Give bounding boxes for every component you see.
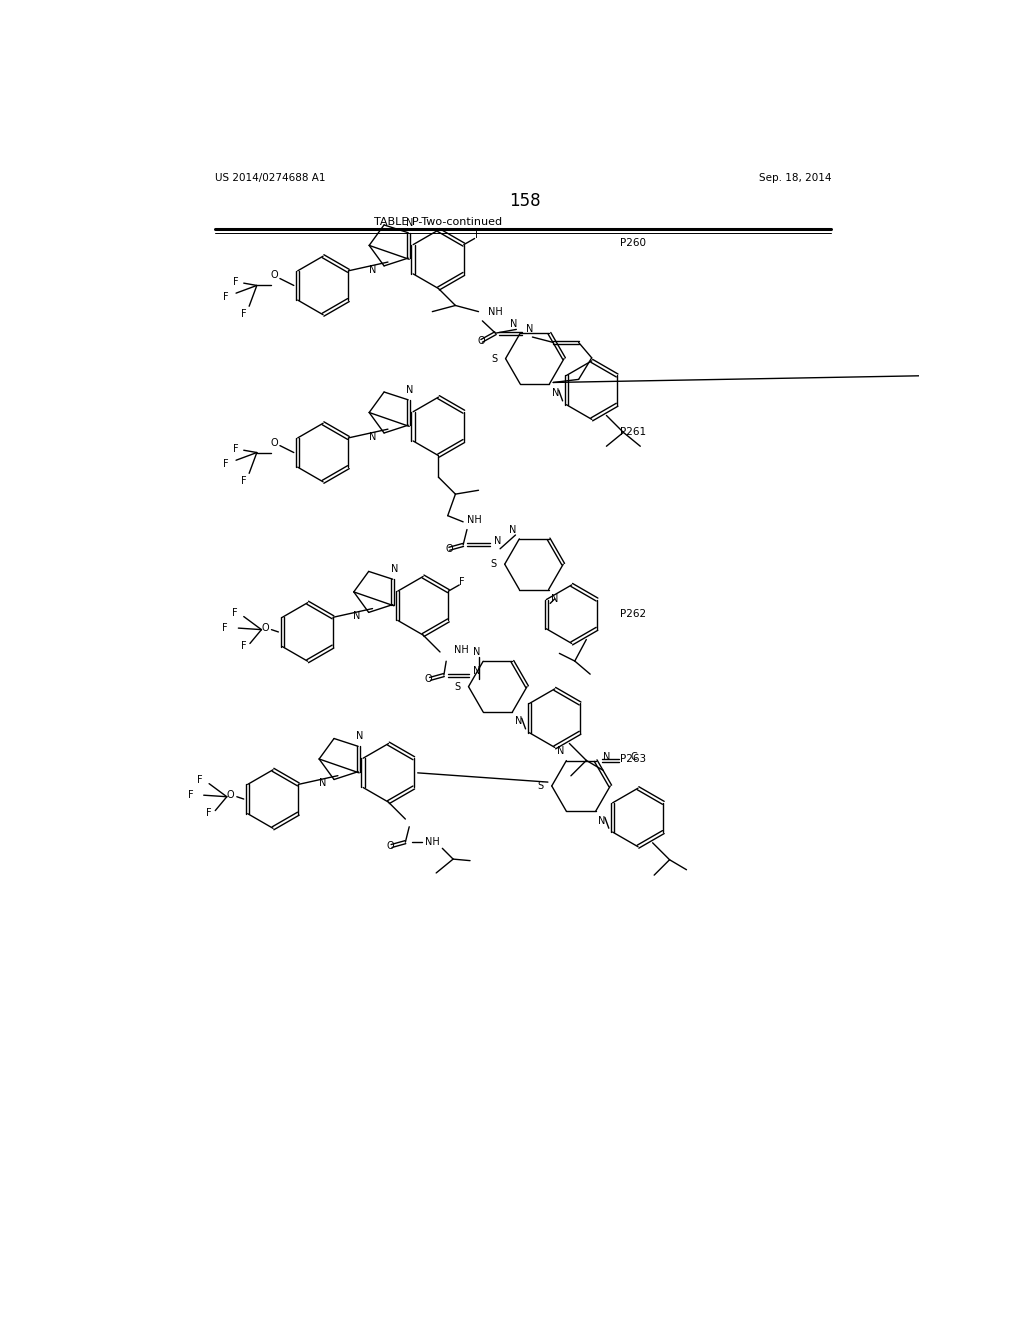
Text: N: N bbox=[494, 536, 502, 546]
Text: F: F bbox=[223, 292, 228, 302]
Text: F: F bbox=[475, 231, 480, 240]
Text: N: N bbox=[407, 385, 414, 395]
Text: N: N bbox=[473, 647, 480, 657]
Text: O: O bbox=[445, 544, 453, 554]
Text: F: F bbox=[197, 775, 203, 785]
Text: F: F bbox=[233, 444, 239, 454]
Text: F: F bbox=[241, 477, 247, 486]
Text: F: F bbox=[233, 277, 239, 286]
Text: N: N bbox=[598, 816, 605, 825]
Text: Sep. 18, 2014: Sep. 18, 2014 bbox=[759, 173, 831, 182]
Text: P261: P261 bbox=[620, 426, 646, 437]
Text: N: N bbox=[353, 611, 360, 622]
Text: N: N bbox=[603, 752, 610, 762]
Text: NH: NH bbox=[467, 515, 481, 524]
Text: N: N bbox=[515, 717, 522, 726]
Text: F: F bbox=[241, 640, 247, 651]
Text: N: N bbox=[390, 564, 398, 574]
Text: F: F bbox=[460, 577, 465, 587]
Text: O: O bbox=[270, 271, 279, 280]
Text: TABLE P-Two-continued: TABLE P-Two-continued bbox=[375, 216, 503, 227]
Text: O: O bbox=[425, 675, 432, 684]
Text: O: O bbox=[478, 335, 485, 346]
Text: N: N bbox=[318, 779, 327, 788]
Text: S: S bbox=[490, 560, 497, 569]
Text: F: F bbox=[206, 808, 212, 818]
Text: N: N bbox=[510, 524, 517, 535]
Text: F: F bbox=[231, 607, 238, 618]
Text: N: N bbox=[526, 325, 534, 334]
Text: NH: NH bbox=[487, 306, 503, 317]
Text: NH: NH bbox=[425, 837, 439, 847]
Text: S: S bbox=[454, 681, 460, 692]
Text: N: N bbox=[510, 319, 518, 329]
Text: O: O bbox=[227, 791, 234, 800]
Text: NH: NH bbox=[454, 645, 469, 656]
Text: F: F bbox=[223, 459, 228, 469]
Text: N: N bbox=[356, 731, 364, 742]
Text: P262: P262 bbox=[620, 610, 646, 619]
Text: P263: P263 bbox=[620, 754, 646, 764]
Text: 158: 158 bbox=[509, 191, 541, 210]
Text: C: C bbox=[631, 752, 638, 762]
Text: N: N bbox=[552, 388, 559, 399]
Text: O: O bbox=[386, 841, 394, 851]
Text: S: S bbox=[490, 354, 497, 363]
Text: N: N bbox=[473, 667, 480, 676]
Text: N: N bbox=[369, 432, 376, 442]
Text: US 2014/0274688 A1: US 2014/0274688 A1 bbox=[215, 173, 326, 182]
Text: F: F bbox=[222, 623, 228, 634]
Text: N: N bbox=[551, 594, 558, 603]
Text: P260: P260 bbox=[620, 238, 645, 248]
Text: N: N bbox=[556, 746, 564, 756]
Text: O: O bbox=[270, 437, 279, 447]
Text: S: S bbox=[538, 781, 544, 791]
Text: F: F bbox=[241, 309, 247, 319]
Text: N: N bbox=[407, 218, 414, 228]
Text: F: F bbox=[187, 791, 194, 800]
Text: N: N bbox=[369, 265, 376, 275]
Text: O: O bbox=[261, 623, 269, 634]
